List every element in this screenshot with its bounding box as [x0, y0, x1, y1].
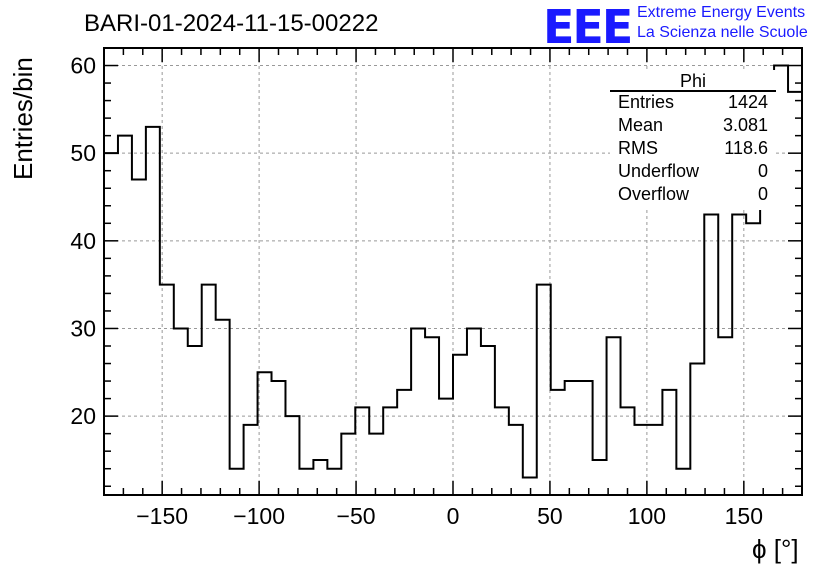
y-tick-label: 60	[70, 53, 96, 79]
stats-value: 0	[757, 161, 768, 181]
x-axis-label: ϕ [°]	[752, 534, 799, 564]
eee-logo: EEE	[543, 0, 633, 54]
stats-label: Mean	[618, 115, 664, 135]
stats-box: Phi Entries 1424 Mean 3.081 RMS 118.6 Un…	[610, 70, 776, 210]
stats-value: 1424	[727, 92, 768, 112]
histogram-step-line	[104, 64, 802, 479]
x-tick-label: −150	[136, 503, 188, 529]
x-tick-label: 150	[725, 503, 763, 529]
y-tick-label: 30	[70, 315, 96, 341]
tick-labels: −150 −100 −50 0 50 100 150 20 30 40 50 60	[70, 53, 763, 529]
stats-row-mean: Mean 3.081	[618, 115, 768, 137]
x-tick-label: −50	[337, 503, 376, 529]
x-tick-label: 50	[537, 503, 563, 529]
stats-value: 0	[757, 184, 768, 204]
y-axis-label: Entries/bin	[8, 57, 38, 180]
stats-row-rms: RMS 118.6	[618, 138, 768, 160]
x-tick-label: −100	[233, 503, 285, 529]
axis-ticks	[103, 47, 803, 495]
stats-row-overflow: Overflow 0	[618, 184, 768, 206]
chart-title: BARI-01-2024-11-15-00222	[84, 10, 379, 37]
plot-frame	[103, 47, 803, 496]
stats-label: Underflow	[618, 161, 700, 181]
logo-line-2: La Scienza nelle Scuole	[637, 24, 808, 41]
stats-label: RMS	[618, 138, 658, 158]
stats-title: Phi	[610, 70, 776, 92]
stats-value: 118.6	[724, 138, 768, 158]
stats-label: Entries	[618, 92, 675, 112]
stats-label: Overflow	[618, 184, 690, 204]
stats-row-entries: Entries 1424	[618, 92, 768, 114]
y-tick-label: 40	[70, 228, 96, 254]
y-tick-label: 20	[70, 403, 96, 429]
x-tick-label: 0	[447, 503, 460, 529]
y-tick-label: 50	[70, 140, 96, 166]
stats-value: 3.081	[722, 115, 768, 135]
x-tick-label: 100	[628, 503, 666, 529]
stats-row-underflow: Underflow 0	[618, 161, 768, 183]
logo-line-1: Extreme Energy Events	[637, 4, 806, 21]
